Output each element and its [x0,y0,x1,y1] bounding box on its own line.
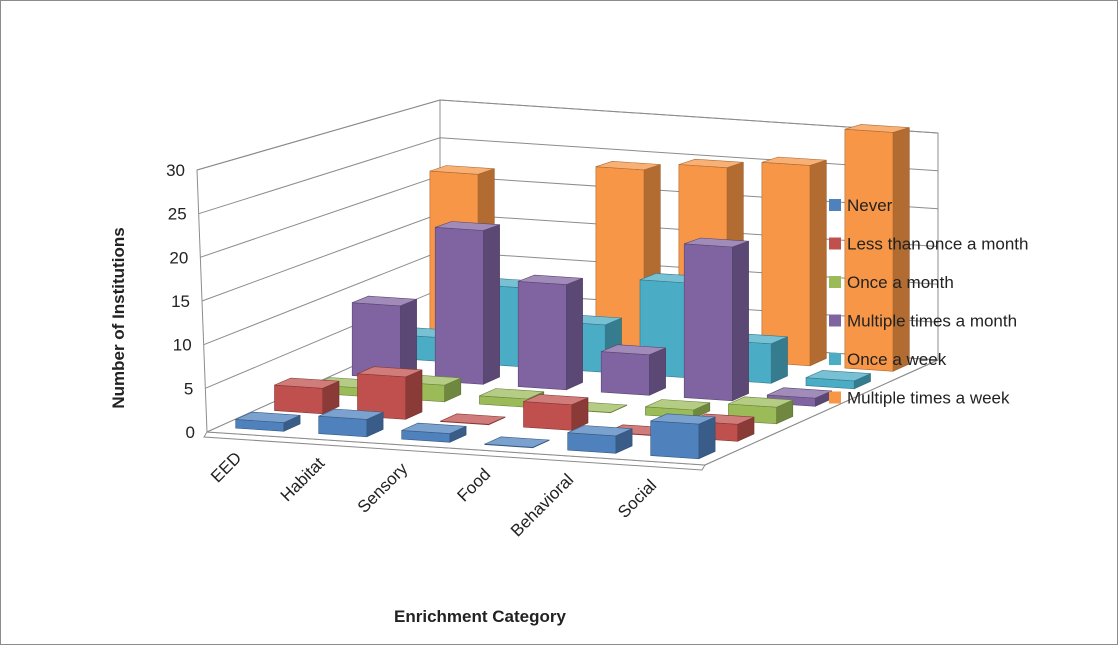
y-tick-label: 25 [168,205,187,224]
y-tick-label: 0 [186,423,195,442]
legend-item: Never [829,196,893,215]
legend-swatch [829,237,841,250]
bar [484,436,550,449]
bar [274,377,340,415]
y-tick-label: 20 [169,248,188,267]
y-tick-label: 30 [166,161,185,180]
bars [235,124,910,460]
legend-label: Multiple times a month [847,312,1017,331]
y-tick-label: 10 [173,336,192,355]
bar [805,370,871,390]
legend-item: Once a week [829,350,947,369]
bar [440,413,506,426]
y-axis-title: Number of Institutions [109,227,128,408]
bar [401,422,467,443]
bar [844,124,910,372]
legend-label: Multiple times a week [847,389,1010,408]
legend-item: Less than once a month [829,235,1028,254]
legend-swatch [829,314,841,327]
bar [567,425,633,454]
legend-swatch [829,391,841,404]
legend-item: Multiple times a week [829,389,1010,408]
x-axis-title: Enrichment Category [394,607,566,626]
bar [761,156,827,367]
bar [517,274,583,391]
legend: Never Less than once a month Once a month M… [829,196,1028,408]
y-tick-label: 15 [171,292,190,311]
legend-swatch [829,276,841,288]
y-axis-ticks: 0 5 10 15 20 25 30 [166,161,195,442]
bar [357,366,423,420]
legend-item: Once a month [829,273,954,292]
legend-swatch [829,199,841,211]
floor-right-edge [704,359,939,466]
gridline [196,99,939,171]
bar [351,295,417,380]
bar [600,344,666,396]
bar [523,394,589,431]
bar [683,237,749,402]
legend-swatch [829,353,841,365]
legend-label: Less than once a month [847,235,1028,254]
bar [318,408,384,438]
legend-label: Once a week [847,350,947,369]
bar [434,221,500,385]
y-tick-label: 5 [184,379,193,398]
bar [235,411,301,432]
bar [650,413,716,460]
legend-label: Never [847,196,893,215]
legend-label: Once a month [847,273,954,292]
legend-item: Multiple times a month [829,312,1017,331]
